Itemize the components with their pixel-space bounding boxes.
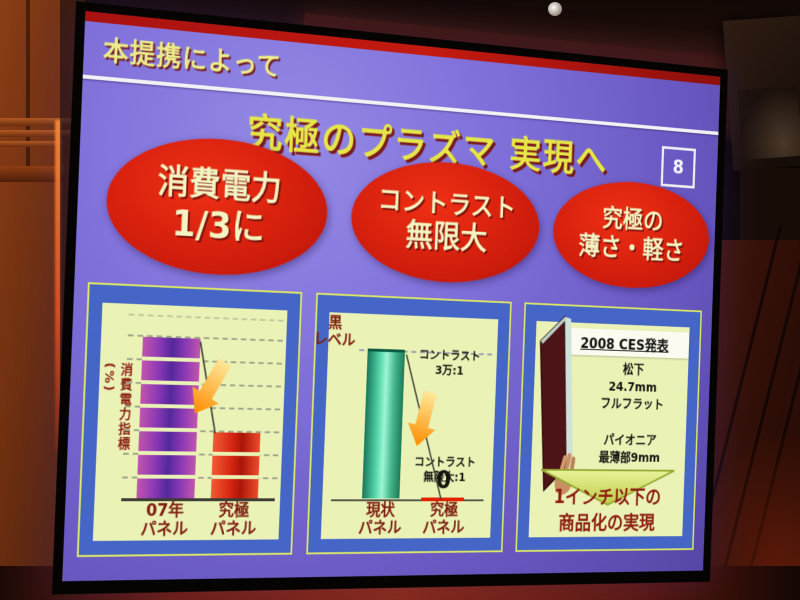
power-y-axis-label: 消費電力指標(%): [100, 362, 133, 452]
contrast-chart: 黒 レベル 0 コントラスト 3万:1 コントラスト: [314, 312, 499, 540]
speaker-horn: [737, 85, 800, 160]
contrast-ultimate-label: コントラスト 無限大:1: [413, 454, 476, 484]
pioneer-spec: パイオニア 最薄部9mm: [598, 432, 661, 466]
panel-row: 消費電力指標(%): [76, 282, 702, 558]
wall-edge-highlight: [55, 120, 61, 450]
power-cat-2: 究極 パネル: [209, 501, 257, 540]
panel-power: 消費電力指標(%): [76, 282, 303, 558]
x-axis: [121, 498, 276, 502]
badge-line: 究極の: [601, 204, 664, 236]
page-number-box: 8: [660, 145, 696, 189]
cornice-molding: [0, 130, 70, 137]
contrast-cat-1: 現状 パネル: [357, 501, 402, 539]
bar-2007-panel: [136, 336, 201, 499]
slide: 本提携によって 究極のプラズマ 実現へ 8 消費電力 1/3に コントラスト 無…: [62, 10, 721, 582]
badge-line: 無限大: [404, 216, 488, 257]
power-chart: 消費電力指標(%): [92, 302, 288, 541]
contrast-cat-2: 究極 パネル: [422, 501, 465, 538]
badge-line: 薄さ・軽さ: [577, 231, 685, 267]
down-arrow-icon: [403, 388, 444, 450]
cornice-molding: [0, 118, 78, 126]
ces-headline: 2008 CES発表: [558, 327, 690, 359]
speaker-lower-box: [740, 168, 800, 248]
badge-thinness: 究極の 薄さ・軽さ: [551, 176, 711, 292]
speaker-box: [722, 15, 800, 171]
cornice-molding: [0, 141, 62, 147]
wall-corner-edge: [26, 0, 30, 180]
projection-screen: 本提携によって 究極のプラズマ 実現へ 8 消費電力 1/3に コントラスト 無…: [51, 1, 728, 595]
thinness-conclusion: 1インチ以下の 商品化の実現: [553, 486, 662, 534]
contrast-current-label: コントラスト 3万:1: [418, 347, 481, 378]
gridline: [128, 313, 284, 322]
thinness-card: 2008 CES発表: [528, 321, 690, 538]
wall-ledge: [0, 166, 64, 182]
panel-thinness: 2008 CES発表: [515, 302, 702, 552]
panel-contrast: 黒 レベル 0 コントラスト 3万:1 コントラスト: [306, 292, 512, 555]
bar-ultimate-panel: [210, 432, 261, 499]
black-level-label: 黒 レベル: [313, 313, 356, 350]
ceiling-sprinkler: [548, 2, 562, 16]
power-cat-1: 07年 パネル: [139, 501, 189, 541]
matsushita-spec: 松下 24.7mm フルフラット: [600, 362, 664, 413]
page-number: 8: [672, 156, 685, 179]
badge-line: 1/3に: [171, 202, 266, 250]
